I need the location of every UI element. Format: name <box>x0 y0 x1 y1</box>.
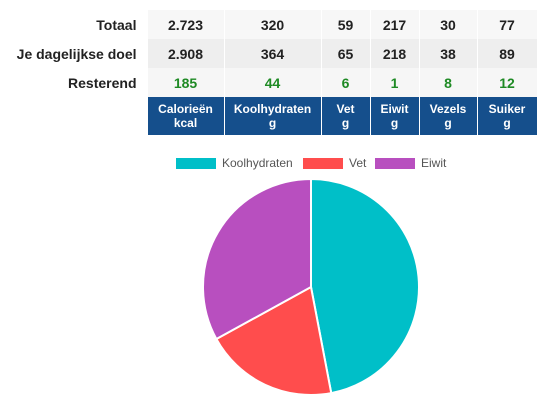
total-calories: 2.723 <box>146 10 224 39</box>
column-header-protein: Eiwit g <box>369 97 419 135</box>
column-header-calories: Calorieën kcal <box>146 97 224 135</box>
remaining-calories: 185 <box>146 68 224 97</box>
goal-protein: 218 <box>369 39 419 68</box>
row-dagelijkse-doel: Je dagelijkse doel 2.908 364 65 218 38 8… <box>0 39 537 68</box>
remaining-carbs: 44 <box>223 68 321 97</box>
total-fat: 59 <box>320 10 370 39</box>
row-totaal: Totaal 2.723 320 59 217 30 77 <box>0 10 537 39</box>
row-label-totaal: Totaal <box>96 16 137 33</box>
total-carbs: 320 <box>223 10 321 39</box>
goal-fat: 65 <box>320 39 370 68</box>
remaining-fiber: 8 <box>418 68 477 97</box>
pie-slice-koolhydraten[interactable] <box>310 177 420 395</box>
row-label-goal: Je dagelijkse doel <box>16 45 137 62</box>
remaining-protein: 1 <box>369 68 419 97</box>
legend-swatch-eiwit <box>375 158 415 169</box>
legend-swatch-vet <box>303 158 343 169</box>
goal-fiber: 38 <box>418 39 477 68</box>
chart-legend: Koolhydraten Vet Eiwit <box>0 156 558 172</box>
row-label-remaining: Resterend <box>68 74 137 91</box>
legend-label-eiwit: Eiwit <box>421 156 447 170</box>
column-header-row: Calorieën kcal Koolhydraten g Vet g Eiwit g … <box>0 97 537 135</box>
row-resterend: Resterend 185 44 6 1 8 12 <box>0 68 537 97</box>
pie-slice-eiwit[interactable] <box>202 177 312 341</box>
total-sugar: 77 <box>476 10 537 39</box>
legend-label-vet: Vet <box>349 156 367 170</box>
column-header-fiber: Vezels g <box>418 97 477 135</box>
column-header-fat: Vet g <box>320 97 370 135</box>
goal-carbs: 364 <box>223 39 321 68</box>
column-header-carbs: Koolhydraten g <box>223 97 321 135</box>
remaining-fat: 6 <box>320 68 370 97</box>
pie-slice-vet[interactable] <box>215 285 333 396</box>
legend-label-koolhydraten: Koolhydraten <box>222 156 293 170</box>
goal-sugar: 89 <box>476 39 537 68</box>
goal-calories: 2.908 <box>146 39 224 68</box>
total-fiber: 30 <box>418 10 477 39</box>
remaining-sugar: 12 <box>476 68 537 97</box>
nutrition-summary-table: Totaal 2.723 320 59 217 30 77 Je dagelij… <box>0 10 537 135</box>
total-protein: 217 <box>369 10 419 39</box>
column-header-sugar: Suiker g <box>476 97 537 135</box>
macro-pie-chart <box>202 177 420 396</box>
legend-swatch-koolhydraten <box>176 158 216 169</box>
